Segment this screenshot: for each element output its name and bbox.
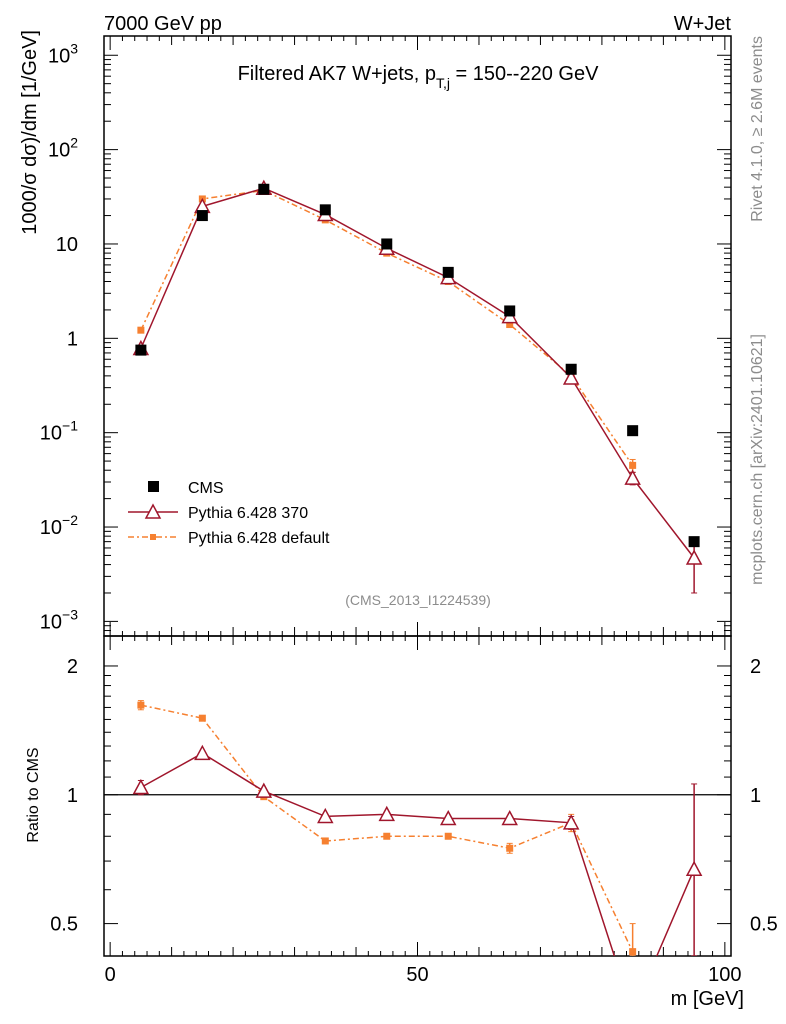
- main-title: Filtered AK7 W+jets, pT,j = 150--220 GeV: [238, 63, 600, 91]
- ratio-pythia370-point: [317, 807, 334, 824]
- main-marks: [132, 179, 703, 594]
- ratio-ytick-label: 1: [67, 785, 78, 807]
- ratio-pythia370-series: [132, 744, 703, 1018]
- legend-pythia-default-marker: [150, 534, 156, 540]
- ratio-pythia370-point: [132, 778, 150, 795]
- ratio-axes: 0 50 100 0.5 0.5 1 1 2 2: [50, 635, 778, 986]
- legend-pythia-default-label: Pythia 6.428 default: [188, 530, 330, 547]
- main-cms-point: [196, 210, 208, 222]
- ratio-ylabel: Ratio to CMS: [25, 747, 42, 842]
- main-cms-point: [258, 183, 270, 195]
- ratio-pythia-default-point: [321, 837, 329, 845]
- main-pythia-default-point: [137, 326, 145, 334]
- main-pythia-default-line: [140, 189, 634, 466]
- ratio-pythia370-point: [501, 809, 518, 826]
- header-right: W+Jet: [674, 13, 732, 35]
- ratio-ytick-label-right: 1: [750, 785, 761, 807]
- legend-pythia370-label: Pythia 6.428 370: [188, 505, 308, 522]
- ratio-pythia370-point: [378, 805, 396, 822]
- ratio-frame: [103, 635, 732, 957]
- legend-cms: CMS: [148, 480, 224, 497]
- ratio-ytick-label-right: 0.5: [750, 914, 778, 936]
- ratio-xtick-label: 0: [105, 964, 116, 986]
- ratio-pythia370-point: [255, 782, 273, 798]
- main-ylabel: 1000/σ dσ)/dm [1/GeV]: [19, 30, 41, 235]
- ratio-pythia-default-point: [629, 948, 637, 956]
- legend-pythia370: Pythia 6.428 370: [128, 503, 308, 522]
- main-ytick-label: 10−1: [40, 418, 78, 445]
- legend-cms-label: CMS: [188, 480, 224, 497]
- main-ytick-label: 10−2: [40, 512, 78, 539]
- main-cms-point: [688, 536, 700, 548]
- ratio-ytick-label: 0.5: [50, 914, 78, 936]
- legend: CMS Pythia 6.428 370 Pythia 6.428 defaul…: [128, 480, 330, 547]
- main-ytick-label: 102: [48, 135, 78, 162]
- main-pythia370-point: [562, 369, 580, 385]
- ratio-pythia-default-point: [198, 714, 206, 722]
- ratio-marks: [132, 700, 703, 1018]
- main-cms-point: [319, 204, 331, 216]
- ratio-pythia-default-point: [383, 832, 391, 840]
- header-left: 7000 GeV pp: [104, 13, 222, 35]
- main-cms-point: [565, 363, 577, 375]
- main-ytick-label: 103: [48, 40, 78, 67]
- ratio-xtick-label: 100: [708, 964, 741, 986]
- ratio-pythia370-point: [439, 809, 457, 826]
- main-ytick-label: 1: [67, 328, 78, 350]
- ratio-pythia-default-series: [137, 700, 637, 956]
- ratio-pythia-default-line: [140, 704, 634, 952]
- ratio-pythia-default-point: [444, 832, 452, 840]
- main-pythia-default-point: [506, 321, 514, 329]
- ratio-ytick-label-right: 2: [750, 656, 761, 678]
- main-cms-point: [381, 238, 393, 250]
- ratio-pythia370-point: [685, 860, 703, 876]
- ratio-pythia370-point: [562, 814, 580, 830]
- analysis-watermark: (CMS_2013_I1224539): [345, 592, 491, 608]
- main-ytick-label: 10: [56, 234, 78, 256]
- main-pythia370-line: [140, 187, 695, 559]
- main-cms-point: [627, 425, 639, 437]
- main-cms-series: [135, 183, 700, 548]
- main-ytick-label: 10−3: [40, 606, 78, 633]
- ratio-pythia370-point: [626, 1005, 640, 1018]
- rivet-label: Rivet 4.1.0, ≥ 2.6M events: [749, 36, 766, 222]
- ratio-pythia370-point: [194, 744, 211, 761]
- main-axes: 10−3 10−2 10−1 1 10 102 103: [40, 35, 732, 637]
- legend-pythia-default: Pythia 6.428 default: [128, 530, 330, 547]
- ratio-xlabel: m [GeV]: [671, 988, 744, 1010]
- main-pythia370-point: [624, 469, 641, 485]
- main-pythia-default-point: [629, 461, 637, 469]
- ratio-pythia370-line: [140, 752, 695, 956]
- main-pythia370-point: [685, 549, 703, 565]
- main-cms-point: [135, 344, 147, 356]
- main-cms-point: [504, 305, 516, 317]
- legend-cms-marker: [148, 481, 159, 492]
- main-cms-point: [442, 266, 454, 278]
- ratio-ytick-label: 2: [67, 656, 78, 678]
- main-pythia-default-series: [137, 186, 637, 473]
- ratio-xtick-label: 50: [406, 964, 428, 986]
- mcplots-label: mcplots.cern.ch [arXiv:2401.10621]: [749, 334, 766, 585]
- legend-pythia370-marker: [144, 503, 162, 519]
- ratio-pythia-default-point: [506, 844, 514, 852]
- ratio-pythia-default-point: [137, 701, 145, 709]
